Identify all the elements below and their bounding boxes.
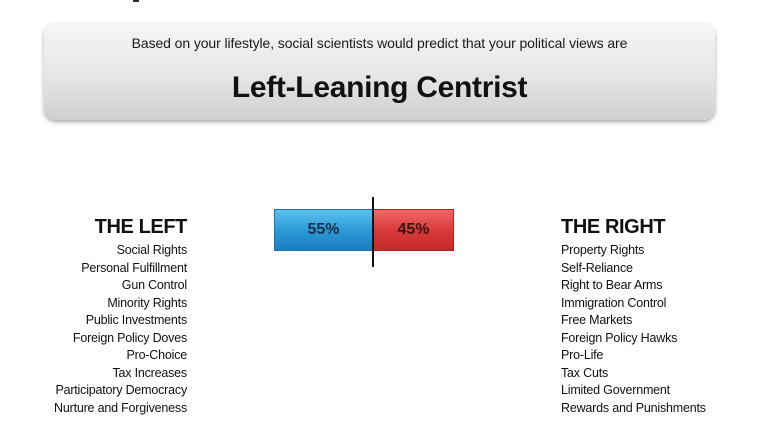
cropped-top-text <box>0 0 765 4</box>
left-value-item: Personal Fulfillment <box>81 260 187 275</box>
banner-intro-text: Based on your lifestyle, social scientis… <box>131 35 628 51</box>
left-values-list: Social Rights Personal Fulfillment Gun Con… <box>20 242 187 417</box>
left-value-item: Minority Rights <box>107 295 187 310</box>
right-heading: THE RIGHT <box>561 216 666 238</box>
banner-result-title: Left-Leaning Centrist <box>231 71 528 104</box>
right-values-list: Property Rights Self-Reliance Right to Bea… <box>561 242 761 417</box>
right-value-item: Right to Bear Arms <box>561 278 663 292</box>
left-value-item: Tax Increases <box>112 365 187 380</box>
right-value-item: Self-Reliance <box>561 260 633 275</box>
right-value-item: Free Markets <box>561 313 633 327</box>
lean-meter: 55% 45% <box>274 209 454 251</box>
left-heading: THE LEFT <box>94 216 188 238</box>
result-banner: Based on your lifestyle, social scientis… <box>44 23 715 120</box>
left-value-item: Public Investments <box>85 313 188 327</box>
right-value-item: Property Rights <box>561 243 645 257</box>
right-value-item: Foreign Policy Hawks <box>561 330 678 345</box>
left-value-item: Social Rights <box>116 243 188 257</box>
right-value-item: Pro-Life <box>561 348 604 362</box>
center-divider-line <box>372 197 374 267</box>
left-value-item: Nurture and Forgiveness <box>54 400 187 415</box>
left-value-item: Foreign Policy Doves <box>72 330 187 345</box>
right-percent-label: 45% <box>397 221 430 238</box>
left-percent-bar: 55% <box>274 209 373 251</box>
right-value-item: Limited Government <box>561 383 670 397</box>
right-value-item: Tax Cuts <box>561 365 609 380</box>
right-value-item: Rewards and Punishments <box>561 400 706 415</box>
left-value-item: Gun Control <box>121 278 187 292</box>
left-value-item: Participatory Democracy <box>55 383 187 397</box>
right-percent-bar: 45% <box>373 209 454 251</box>
left-percent-label: 55% <box>307 221 340 238</box>
right-value-item: Immigration Control <box>561 295 667 310</box>
left-value-item: Pro-Choice <box>126 348 187 362</box>
